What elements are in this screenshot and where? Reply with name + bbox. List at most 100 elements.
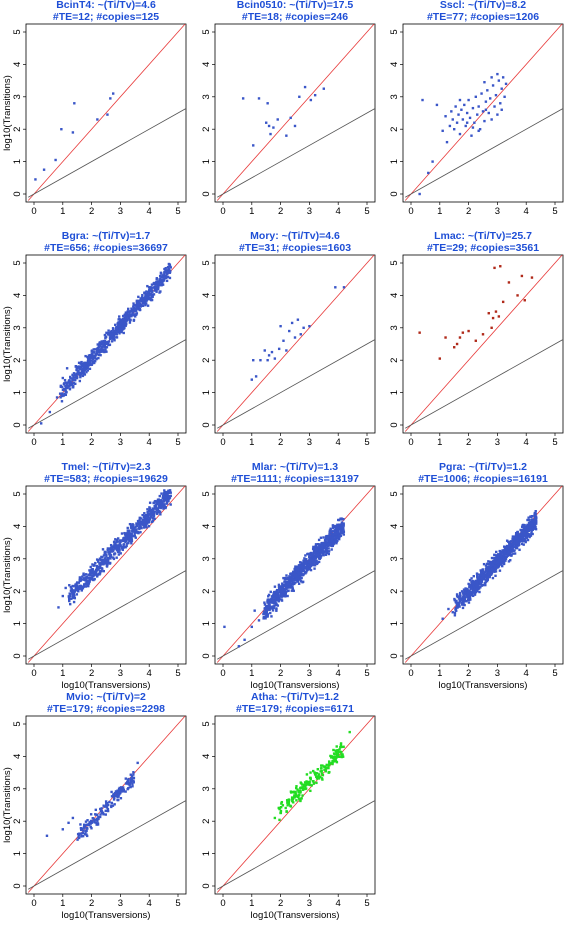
data-point — [105, 802, 108, 805]
data-point — [322, 547, 326, 550]
y-tick-label: 3 — [201, 556, 212, 561]
data-point — [146, 508, 149, 511]
data-point — [129, 773, 132, 776]
data-point — [450, 110, 453, 113]
data-point — [74, 588, 77, 591]
x-tick-label: 3 — [495, 668, 500, 679]
data-point — [71, 596, 75, 600]
data-point — [134, 315, 137, 318]
data-point — [121, 314, 125, 318]
data-point — [309, 771, 312, 774]
data-point — [534, 520, 538, 523]
data-point — [471, 594, 475, 598]
data-point — [264, 617, 267, 620]
data-point — [97, 572, 101, 575]
x-tick-label: 0 — [408, 668, 413, 679]
data-point — [289, 576, 292, 579]
data-point — [523, 534, 526, 538]
data-point — [132, 776, 136, 780]
data-point — [495, 554, 498, 557]
data-point — [269, 606, 273, 609]
data-point — [109, 546, 113, 550]
data-point — [333, 525, 337, 528]
data-point — [108, 337, 112, 341]
data-point — [160, 492, 163, 495]
data-point — [269, 599, 272, 602]
x-tick-label: 3 — [495, 206, 500, 217]
y-tick-label: 0 — [12, 191, 23, 196]
y-tick-label: 4 — [389, 62, 400, 67]
data-point — [73, 102, 76, 105]
data-point — [300, 797, 303, 800]
data-point — [337, 750, 340, 754]
data-point — [130, 532, 133, 535]
data-point — [150, 510, 153, 514]
data-point — [114, 326, 118, 330]
data-point — [82, 572, 85, 575]
y-tick-label: 4 — [389, 524, 400, 529]
data-point — [486, 570, 490, 574]
y-tick-label: 0 — [389, 422, 400, 427]
data-point — [168, 489, 172, 492]
data-point — [89, 573, 92, 577]
data-point — [164, 266, 167, 270]
data-point — [270, 615, 273, 618]
data-point — [151, 295, 154, 298]
data-point — [164, 274, 168, 277]
data-point — [276, 118, 279, 121]
data-point — [515, 538, 518, 541]
data-point — [327, 552, 330, 556]
data-point — [110, 805, 113, 809]
data-point — [480, 584, 483, 587]
y-tick-label: 5 — [12, 491, 23, 496]
data-point — [140, 523, 143, 526]
data-point — [453, 128, 456, 131]
data-point — [81, 831, 85, 835]
data-point — [494, 570, 498, 573]
data-point — [418, 192, 421, 196]
panel-title: Tmel: ~(Ti/Tv)=2.3 — [61, 461, 150, 473]
data-point — [167, 495, 171, 498]
data-point — [322, 536, 325, 539]
data-point — [91, 362, 94, 365]
data-point — [499, 560, 503, 563]
data-point — [472, 574, 475, 578]
data-point — [163, 277, 166, 280]
data-point — [163, 489, 166, 492]
data-point — [303, 781, 307, 784]
data-point — [267, 606, 271, 609]
data-point — [317, 560, 321, 564]
data-point — [292, 790, 296, 794]
data-point — [152, 501, 156, 504]
x-tick-label: 4 — [336, 898, 341, 909]
data-point — [293, 570, 297, 573]
data-point — [117, 795, 120, 798]
x-tick-label: 2 — [466, 437, 471, 448]
y-tick-label: 5 — [12, 260, 23, 265]
data-point — [106, 341, 110, 345]
data-point — [63, 378, 67, 382]
data-point — [122, 537, 125, 540]
data-point — [149, 292, 153, 296]
data-point — [119, 543, 122, 547]
data-point — [530, 276, 534, 279]
data-point — [125, 314, 129, 317]
data-points — [34, 92, 115, 181]
data-point — [282, 592, 285, 596]
data-point — [149, 510, 152, 513]
data-point — [301, 794, 304, 797]
half-slope-line — [405, 339, 563, 429]
data-point — [463, 103, 466, 107]
data-point — [285, 574, 288, 577]
data-point — [146, 520, 149, 523]
data-point — [494, 93, 498, 97]
data-point — [108, 333, 111, 337]
data-point — [97, 559, 100, 562]
data-point — [470, 592, 473, 596]
data-point — [335, 528, 338, 532]
data-point — [342, 745, 345, 748]
data-point — [67, 821, 70, 825]
data-point — [324, 553, 328, 556]
data-point — [520, 542, 524, 546]
data-point — [308, 324, 311, 328]
